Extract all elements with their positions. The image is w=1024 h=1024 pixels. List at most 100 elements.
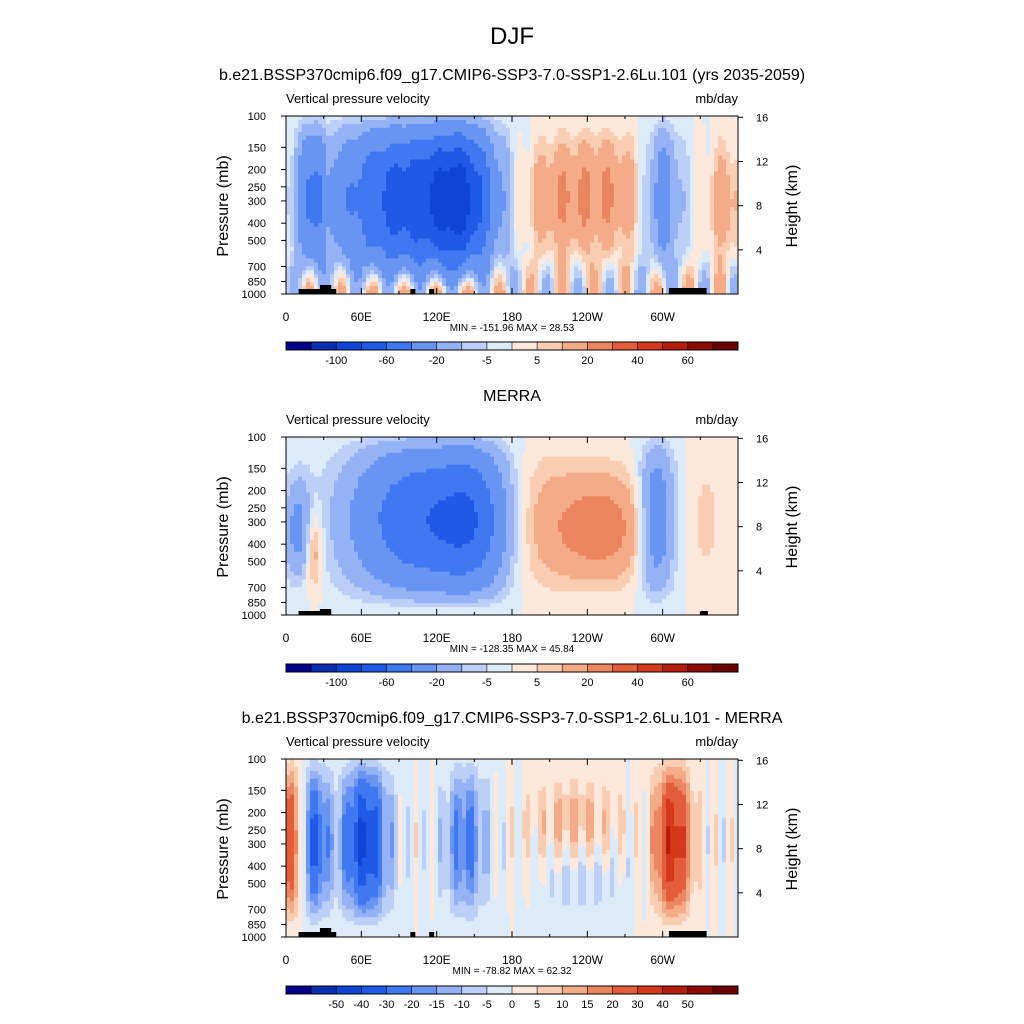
contour-cell bbox=[378, 250, 383, 255]
contour-cell bbox=[710, 195, 715, 200]
contour-cell bbox=[670, 274, 675, 279]
contour-cell bbox=[734, 246, 739, 251]
contour-cell bbox=[702, 278, 707, 283]
contour-cell bbox=[538, 175, 543, 180]
contour-cell bbox=[570, 238, 575, 243]
contour-cell bbox=[446, 230, 451, 236]
contour-cell bbox=[422, 151, 427, 156]
contour-cell bbox=[558, 210, 563, 216]
contour-cell bbox=[626, 131, 631, 137]
contour-cell bbox=[414, 163, 419, 168]
contour-cell bbox=[522, 191, 527, 196]
contour-cell bbox=[610, 151, 615, 156]
contour-cell bbox=[298, 230, 303, 236]
contour-cell bbox=[730, 214, 735, 220]
contour-cell bbox=[730, 139, 735, 145]
contour-cell bbox=[298, 234, 303, 240]
contour-cell bbox=[498, 278, 503, 283]
contour-cell bbox=[422, 123, 427, 129]
contour-cell bbox=[546, 116, 551, 121]
contour-cell bbox=[702, 214, 707, 220]
contour-cell bbox=[634, 151, 639, 156]
contour-cell bbox=[438, 274, 443, 279]
contour-cell bbox=[674, 143, 679, 149]
contour-cell bbox=[506, 258, 511, 263]
contour-cell bbox=[618, 286, 623, 291]
contour-cell bbox=[606, 199, 611, 204]
contour-cell bbox=[498, 254, 503, 259]
contour-cell bbox=[470, 119, 475, 125]
contour-cell bbox=[342, 183, 347, 188]
contour-cell bbox=[654, 135, 659, 141]
contour-cell bbox=[322, 250, 327, 255]
contour-cell bbox=[330, 147, 335, 152]
contour-cell bbox=[638, 278, 643, 283]
contour-cell bbox=[614, 262, 619, 267]
contour-cell bbox=[638, 199, 643, 204]
contour-cell bbox=[490, 238, 495, 243]
contour-cell bbox=[646, 163, 651, 168]
contour-cell bbox=[706, 127, 711, 133]
contour-cell bbox=[314, 199, 319, 204]
contour-cell bbox=[454, 274, 459, 279]
contour-cell bbox=[374, 187, 379, 192]
contour-cell bbox=[730, 242, 735, 247]
contour-cell bbox=[582, 179, 587, 184]
contour-cell bbox=[378, 206, 383, 212]
contour-cell bbox=[662, 195, 667, 200]
contour-cell bbox=[626, 282, 631, 287]
contour-cell bbox=[470, 191, 475, 196]
contour-cell bbox=[286, 175, 291, 180]
contour-cell bbox=[678, 151, 683, 156]
contour-cell bbox=[302, 199, 307, 204]
contour-cell bbox=[558, 116, 563, 121]
contour-cell bbox=[570, 274, 575, 279]
contour-cell bbox=[682, 210, 687, 216]
contour-cell bbox=[682, 222, 687, 228]
contour-cell bbox=[458, 159, 463, 164]
contour-cell bbox=[494, 246, 499, 251]
contour-cell bbox=[318, 119, 323, 125]
contour-cell bbox=[394, 214, 399, 220]
contour-cell bbox=[454, 286, 459, 291]
contour-plot bbox=[285, 115, 739, 295]
contour-cell bbox=[558, 226, 563, 232]
contour-cell bbox=[418, 139, 423, 145]
contour-cell bbox=[582, 222, 587, 228]
contour-cell bbox=[730, 254, 735, 259]
contour-cell bbox=[610, 270, 615, 275]
contour-cell bbox=[482, 214, 487, 220]
contour-cell bbox=[630, 143, 635, 149]
contour-cell bbox=[722, 206, 727, 212]
contour-cell bbox=[466, 274, 471, 279]
contour-cell bbox=[622, 203, 627, 208]
contour-cell bbox=[514, 242, 519, 247]
contour-cell bbox=[574, 139, 579, 145]
contour-cell bbox=[286, 206, 291, 212]
contour-cell bbox=[470, 270, 475, 275]
contour-cell bbox=[458, 226, 463, 232]
contour-cell bbox=[626, 270, 631, 275]
contour-cell bbox=[294, 230, 299, 236]
contour-cell bbox=[430, 179, 435, 184]
contour-cell bbox=[614, 246, 619, 251]
contour-cell bbox=[690, 254, 695, 259]
contour-cell bbox=[534, 147, 539, 152]
contour-cell bbox=[394, 116, 399, 121]
contour-cell bbox=[702, 187, 707, 192]
units-label: mb/day bbox=[695, 91, 738, 106]
contour-cell bbox=[702, 199, 707, 204]
contour-cell bbox=[710, 127, 715, 133]
contour-cell bbox=[630, 250, 635, 255]
contour-cell bbox=[710, 234, 715, 240]
contour-cell bbox=[482, 226, 487, 232]
contour-cell bbox=[638, 222, 643, 228]
contour-cell bbox=[418, 123, 423, 129]
contour-cell bbox=[470, 234, 475, 240]
contour-cell bbox=[570, 282, 575, 287]
contour-cell bbox=[718, 167, 723, 172]
contour-cell bbox=[702, 274, 707, 279]
contour-cell bbox=[370, 195, 375, 200]
contour-cell bbox=[406, 266, 411, 271]
contour-cell bbox=[450, 242, 455, 247]
